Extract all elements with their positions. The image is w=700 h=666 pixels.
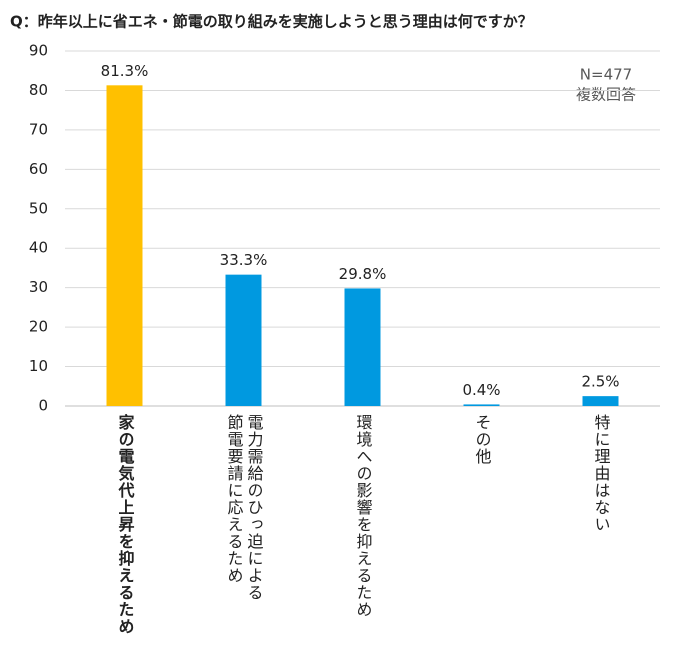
bar — [344, 288, 381, 406]
bar — [106, 85, 143, 407]
value-label: 33.3% — [220, 251, 268, 269]
y-tick-label: 60 — [29, 160, 48, 178]
y-tick-label: 30 — [29, 278, 48, 296]
value-label: 81.3% — [101, 62, 149, 80]
x-tick-label: 電力需給のひっ迫による節電要請に応えるため — [224, 414, 264, 601]
bar — [463, 404, 500, 406]
x-tick-label: その他 — [472, 414, 492, 465]
y-tick-label: 0 — [38, 397, 48, 415]
x-tick-label: 家の電気代上昇を抑えるため — [115, 414, 135, 635]
chart-title: Q：昨年以上に省エネ・節電の取り組みを実施しようと思う理由は何ですか？ — [10, 13, 533, 31]
annotation: 複数回答 — [576, 86, 636, 104]
y-tick-label: 90 — [29, 42, 48, 60]
annotation: N=477 — [580, 66, 632, 84]
x-tick-label: 環境への影響を抑えるため — [353, 414, 373, 618]
y-tick-label: 50 — [29, 199, 48, 217]
bar — [582, 396, 619, 406]
y-tick-label: 70 — [29, 120, 48, 138]
x-tick-label: 特に理由はない — [591, 414, 611, 533]
value-label: 0.4% — [462, 381, 500, 399]
y-tick-label: 20 — [29, 318, 48, 336]
bar — [225, 274, 262, 406]
value-label: 29.8% — [339, 265, 387, 283]
y-tick-label: 40 — [29, 239, 48, 257]
y-tick-label: 80 — [29, 81, 48, 99]
y-tick-label: 10 — [29, 357, 48, 375]
value-label: 2.5% — [581, 373, 619, 391]
